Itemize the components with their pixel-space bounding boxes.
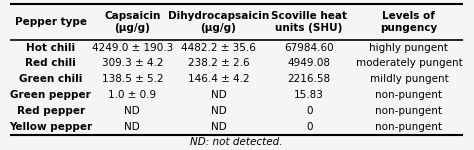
Text: 1.0 ± 0.9: 1.0 ± 0.9	[108, 90, 156, 100]
Text: highly pungent: highly pungent	[369, 43, 448, 52]
Text: non-pungent: non-pungent	[375, 106, 442, 116]
Text: 138.5 ± 5.2: 138.5 ± 5.2	[101, 74, 163, 84]
Text: Green chili: Green chili	[19, 74, 82, 84]
Text: Hot chili: Hot chili	[26, 43, 75, 52]
Text: 4482.2 ± 35.6: 4482.2 ± 35.6	[181, 43, 256, 52]
Text: non-pungent: non-pungent	[375, 122, 442, 132]
Text: ND: ND	[125, 106, 140, 116]
Text: Scoville heat
units (SHU): Scoville heat units (SHU)	[271, 11, 347, 33]
Text: 309.3 ± 4.2: 309.3 ± 4.2	[101, 58, 163, 68]
Text: ND: ND	[210, 90, 227, 100]
Text: ND: not detected.: ND: not detected.	[191, 137, 283, 147]
Text: non-pungent: non-pungent	[375, 90, 442, 100]
Text: Dihydrocapsaicin
(μg/g): Dihydrocapsaicin (μg/g)	[168, 11, 269, 33]
Text: 0: 0	[306, 122, 312, 132]
Text: Red pepper: Red pepper	[17, 106, 85, 116]
Text: 146.4 ± 4.2: 146.4 ± 4.2	[188, 74, 249, 84]
Text: ND: ND	[210, 122, 227, 132]
Text: Capsaicin
(μg/g): Capsaicin (μg/g)	[104, 11, 161, 33]
Text: Yellow pepper: Yellow pepper	[9, 122, 92, 132]
Text: Levels of
pungency: Levels of pungency	[380, 11, 438, 33]
Text: 0: 0	[306, 106, 312, 116]
Text: ND: ND	[125, 122, 140, 132]
Text: 67984.60: 67984.60	[284, 43, 334, 52]
Text: 4249.0 ± 190.3: 4249.0 ± 190.3	[91, 43, 173, 52]
Text: mildly pungent: mildly pungent	[370, 74, 448, 84]
Text: Pepper type: Pepper type	[15, 17, 87, 27]
Text: Red chili: Red chili	[25, 58, 76, 68]
Text: Green pepper: Green pepper	[10, 90, 91, 100]
Text: ND: ND	[210, 106, 227, 116]
Text: moderately pungent: moderately pungent	[356, 58, 462, 68]
Text: 15.83: 15.83	[294, 90, 324, 100]
Text: 4949.08: 4949.08	[288, 58, 331, 68]
Text: 2216.58: 2216.58	[288, 74, 331, 84]
Text: 238.2 ± 2.6: 238.2 ± 2.6	[188, 58, 249, 68]
